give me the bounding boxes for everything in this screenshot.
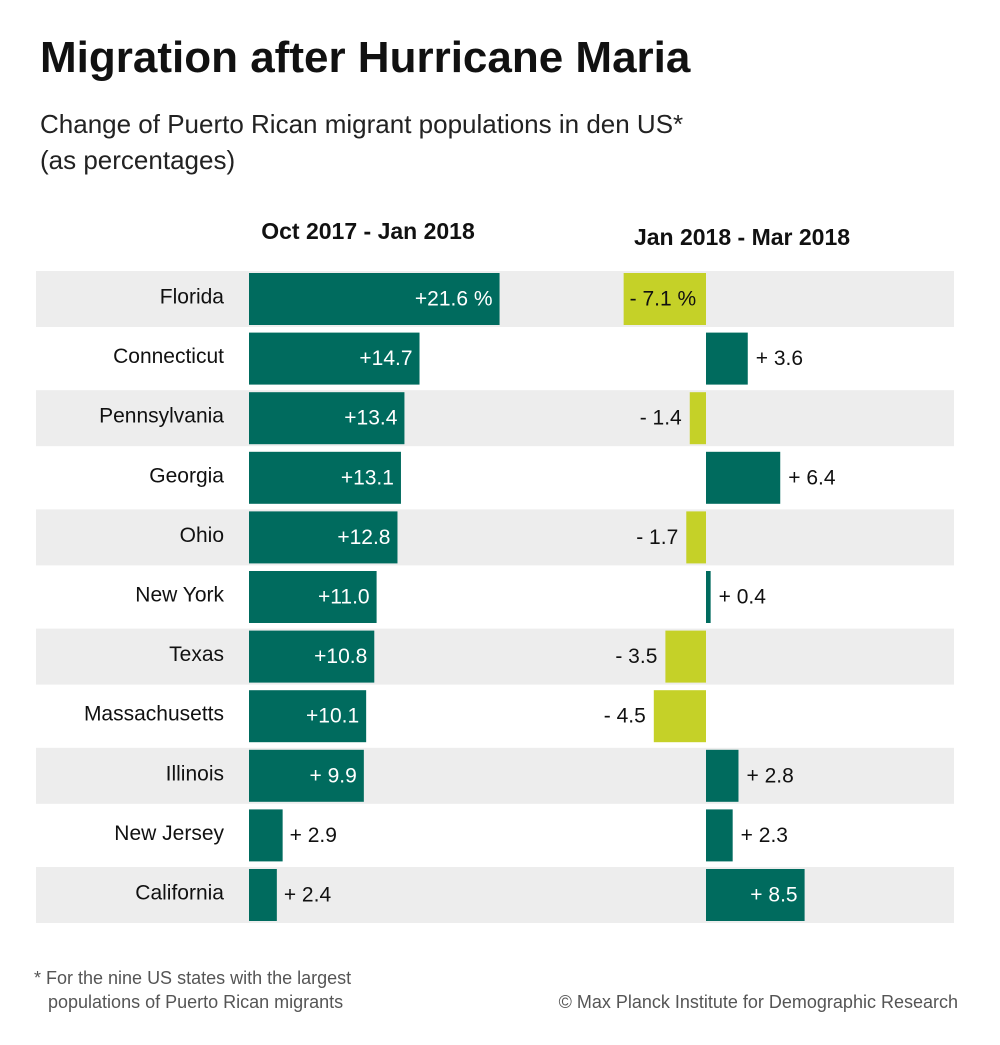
bar-jan2018-mar2018 — [623, 273, 706, 325]
category-label: Massachusetts — [84, 703, 224, 726]
data-label-oct2017-jan2018: + 2.4 — [284, 884, 332, 907]
data-label-oct2017-jan2018: + 9.9 — [310, 764, 357, 787]
row-band — [36, 628, 954, 685]
data-label-jan2018-mar2018: + 2.3 — [741, 824, 788, 847]
data-label-jan2018-mar2018: - 3.5 — [615, 645, 657, 668]
bar-oct2017-jan2018 — [249, 332, 420, 385]
category-label: New York — [135, 584, 224, 607]
category-label: Texas — [169, 643, 224, 666]
data-label-oct2017-jan2018: +11.0 — [318, 586, 370, 609]
chart-title: Migration after Hurricane Maria — [40, 33, 691, 82]
bar-oct2017-jan2018 — [249, 869, 277, 921]
footnote-line-1: * For the nine US states with the larges… — [34, 968, 352, 988]
data-label-oct2017-jan2018: +10.8 — [314, 645, 367, 668]
bar-jan2018-mar2018 — [665, 630, 706, 683]
bar-oct2017-jan2018 — [249, 273, 500, 325]
data-label-jan2018-mar2018: + 8.5 — [750, 884, 797, 907]
credit: © Max Planck Institute for Demographic R… — [558, 992, 958, 1012]
chart-subtitle: Change of Puerto Rican migrant populatio… — [40, 106, 940, 178]
data-label-jan2018-mar2018: - 1.4 — [640, 407, 682, 430]
footnote-line-2: populations of Puerto Rican migrants — [48, 992, 344, 1012]
bar-oct2017-jan2018 — [249, 809, 283, 862]
data-label-jan2018-mar2018: + 6.4 — [788, 466, 836, 489]
bar-jan2018-mar2018 — [686, 511, 706, 564]
category-label: New Jersey — [114, 822, 224, 845]
bar-oct2017-jan2018 — [249, 451, 401, 504]
row-band — [36, 509, 954, 566]
data-label-jan2018-mar2018: - 7.1 % — [630, 288, 697, 311]
category-label: Florida — [160, 286, 225, 309]
bar-oct2017-jan2018 — [249, 571, 377, 623]
category-label: Illinois — [166, 762, 224, 785]
bar-oct2017-jan2018 — [249, 749, 364, 802]
bar-jan2018-mar2018 — [706, 332, 748, 385]
bar-jan2018-mar2018 — [653, 690, 706, 743]
category-label: Georgia — [149, 464, 224, 487]
data-label-oct2017-jan2018: + 2.9 — [290, 824, 337, 847]
data-label-oct2017-jan2018: +13.1 — [341, 466, 394, 489]
bar-jan2018-mar2018 — [706, 749, 739, 802]
category-label: California — [135, 882, 224, 905]
bar-oct2017-jan2018 — [249, 511, 398, 564]
data-label-jan2018-mar2018: + 3.6 — [756, 347, 803, 370]
data-label-oct2017-jan2018: +10.1 — [306, 705, 359, 728]
bar-oct2017-jan2018 — [249, 392, 405, 445]
category-label: Ohio — [180, 524, 224, 547]
bar-jan2018-mar2018 — [689, 392, 706, 445]
subtitle-line-1: Change of Puerto Rican migrant populatio… — [40, 109, 684, 139]
bar-jan2018-mar2018 — [706, 451, 781, 504]
series-header-1: Oct 2017 - Jan 2018 — [261, 218, 475, 244]
bar-jan2018-mar2018 — [706, 809, 733, 862]
category-label: Connecticut — [113, 345, 224, 368]
data-label-oct2017-jan2018: +13.4 — [344, 407, 397, 430]
bar-jan2018-mar2018 — [706, 869, 805, 921]
category-label: Pennsylvania — [99, 405, 224, 428]
bar-oct2017-jan2018 — [249, 690, 367, 743]
bar-jan2018-mar2018 — [706, 571, 711, 623]
data-label-jan2018-mar2018: + 0.4 — [719, 586, 767, 609]
data-label-oct2017-jan2018: +21.6 % — [415, 288, 493, 311]
footnote: * For the nine US states with the larges… — [34, 966, 351, 1014]
bar-oct2017-jan2018 — [249, 630, 375, 683]
series-header-2: Jan 2018 - Mar 2018 — [634, 224, 850, 250]
data-label-oct2017-jan2018: +12.8 — [337, 526, 390, 549]
data-label-jan2018-mar2018: + 2.8 — [746, 764, 793, 787]
data-label-jan2018-mar2018: - 1.7 — [636, 526, 678, 549]
row-band — [36, 747, 954, 804]
data-label-oct2017-jan2018: +14.7 — [359, 347, 412, 370]
row-band — [36, 390, 954, 447]
subtitle-line-2: (as percentages) — [40, 145, 236, 175]
data-label-jan2018-mar2018: - 4.5 — [604, 705, 646, 728]
